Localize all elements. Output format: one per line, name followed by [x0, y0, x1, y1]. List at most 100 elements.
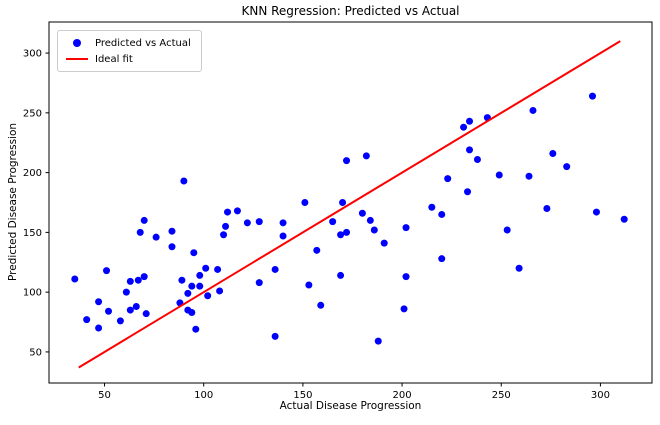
scatter-point [126, 277, 134, 285]
scatter-point [152, 233, 160, 241]
scatter-point [196, 282, 204, 290]
scatter-point [329, 218, 337, 226]
scatter-point [196, 271, 204, 279]
scatter-point [105, 307, 113, 315]
ideal-fit-line [78, 40, 621, 369]
scatter-point [178, 276, 186, 284]
plot-border [48, 21, 653, 384]
scatter-point [255, 279, 263, 287]
x-axis-label: Actual Disease Progression [279, 400, 422, 412]
scatter-point [380, 239, 388, 247]
scatter-point [224, 208, 232, 216]
scatter-point [495, 171, 503, 179]
scatter-point [438, 255, 446, 263]
scatter-point [466, 146, 474, 154]
scatter-point [243, 219, 251, 227]
scatter-point [543, 204, 551, 212]
legend-label-line: Ideal fit [95, 53, 133, 65]
legend-entry-line: Ideal fit [64, 51, 191, 67]
scatter-point [216, 287, 224, 295]
scatter-point [192, 325, 200, 333]
scatter-point [428, 203, 436, 211]
scatter-point [71, 275, 79, 283]
scatter-point [374, 337, 382, 345]
x-tick-label: 300 [591, 390, 610, 401]
scatter-point [460, 123, 468, 131]
scatter-point [339, 199, 347, 206]
scatter-point [83, 316, 91, 324]
scatter-marker-icon [64, 39, 90, 47]
scatter-point [343, 157, 351, 165]
scatter-point [95, 298, 103, 306]
y-tick-label: 200 [23, 168, 42, 179]
y-tick-label: 150 [23, 228, 42, 239]
scatter-point [529, 106, 537, 114]
scatter-point [620, 215, 628, 223]
scatter-point [402, 273, 410, 281]
scatter-point [343, 228, 351, 236]
y-tick-label: 50 [29, 347, 42, 358]
scatter-point [222, 222, 230, 230]
scatter-point [366, 216, 374, 224]
legend-label-scatter: Predicted vs Actual [95, 37, 191, 49]
scatter-point [313, 246, 321, 254]
scatter-point [358, 209, 366, 217]
scatter-point [233, 207, 241, 215]
scatter-point [95, 324, 103, 332]
scatter-point [473, 155, 481, 163]
scatter-point [184, 289, 192, 297]
scatter-point [103, 267, 111, 275]
scatter-point [317, 301, 325, 309]
scatter-point [400, 305, 408, 313]
scatter-point [126, 306, 134, 314]
x-tick-label: 100 [194, 390, 213, 401]
scatter-point [142, 310, 150, 318]
scatter-point [402, 224, 410, 232]
y-axis-label: Predicted Disease Progression [7, 122, 19, 282]
scatter-point [168, 227, 176, 235]
legend: Predicted vs Actual Ideal fit [57, 30, 202, 72]
scatter-point [362, 152, 370, 160]
scatter-point [279, 232, 287, 240]
scatter-point [132, 302, 140, 310]
scatter-point [188, 282, 196, 290]
scatter-point [464, 188, 472, 196]
scatter-point [466, 117, 474, 125]
scatter-point [271, 332, 279, 340]
scatter-point [525, 172, 533, 180]
scatter-point [337, 271, 345, 279]
scatter-point [549, 149, 557, 157]
y-tick-label: 300 [23, 49, 42, 60]
scatter-point [140, 216, 148, 224]
scatter-point [279, 219, 287, 227]
x-tick-label: 50 [98, 390, 111, 401]
scatter-point [190, 249, 198, 257]
scatter-point [122, 288, 130, 296]
scatter-point [592, 208, 600, 216]
scatter-point [202, 264, 210, 272]
scatter-point [220, 231, 228, 239]
scatter-point [444, 175, 452, 183]
scatter-point [305, 281, 313, 289]
line-marker-icon [64, 58, 90, 60]
y-tick-label: 100 [23, 288, 42, 299]
y-tick-label: 250 [23, 108, 42, 119]
scatter-point [214, 265, 222, 273]
scatter-point [134, 276, 142, 284]
scatter-point [301, 199, 309, 206]
scatter-point [136, 228, 144, 236]
scatter-point [255, 218, 263, 226]
scatter-point [271, 265, 279, 273]
scatter-point [140, 273, 148, 281]
scatter-point [337, 231, 345, 239]
x-tick-label: 250 [492, 390, 511, 401]
scatter-point [588, 92, 596, 100]
chart-title: KNN Regression: Predicted vs Actual [241, 4, 460, 18]
scatter-point [563, 163, 571, 171]
legend-entry-scatter: Predicted vs Actual [64, 35, 191, 51]
scatter-point [168, 243, 176, 251]
scatter-point [116, 317, 124, 325]
scatter-point [438, 210, 446, 218]
